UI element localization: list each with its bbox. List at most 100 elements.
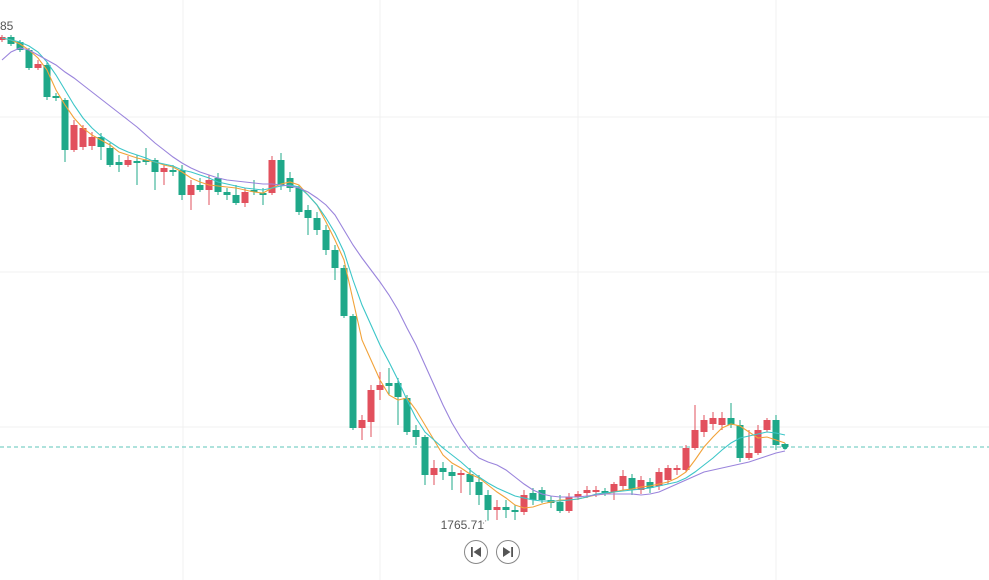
candle bbox=[709, 412, 717, 430]
plot: 1765.71 bbox=[0, 35, 989, 532]
candle bbox=[97, 133, 105, 160]
candle bbox=[25, 48, 33, 70]
candle-body bbox=[70, 125, 78, 150]
candle-body bbox=[160, 168, 168, 172]
candle bbox=[556, 495, 564, 513]
button-icon bbox=[511, 547, 513, 557]
candle-body bbox=[313, 218, 321, 230]
candle bbox=[457, 470, 465, 493]
candle bbox=[421, 435, 429, 485]
candle bbox=[358, 415, 366, 440]
candle bbox=[178, 165, 186, 200]
candle-body bbox=[700, 420, 708, 432]
prev-button[interactable] bbox=[464, 540, 488, 564]
candle-body bbox=[169, 170, 177, 172]
candle bbox=[160, 164, 168, 185]
candle-body bbox=[754, 430, 762, 453]
candle bbox=[106, 143, 114, 167]
candle-body bbox=[241, 192, 249, 203]
candle bbox=[340, 265, 348, 318]
candle bbox=[349, 314, 357, 430]
candle-body bbox=[592, 490, 600, 492]
candle-body bbox=[250, 190, 258, 192]
candle bbox=[439, 462, 447, 480]
candle-body bbox=[367, 390, 375, 422]
candle-body bbox=[448, 472, 456, 476]
candle bbox=[430, 460, 438, 485]
candle-body bbox=[520, 495, 528, 512]
candle bbox=[214, 173, 222, 195]
candle-body bbox=[358, 420, 366, 428]
candle-body bbox=[340, 268, 348, 316]
candle-body bbox=[538, 490, 546, 500]
candle-body bbox=[574, 494, 582, 497]
candle-body bbox=[727, 418, 735, 425]
candle bbox=[34, 60, 42, 70]
candle bbox=[610, 482, 618, 500]
next-button[interactable] bbox=[496, 540, 520, 564]
candle bbox=[565, 493, 573, 513]
candle-body bbox=[259, 193, 267, 195]
candle-body bbox=[142, 160, 150, 162]
candle-body bbox=[664, 468, 672, 480]
candle-body bbox=[295, 188, 303, 212]
candle-body bbox=[115, 162, 123, 165]
candle bbox=[223, 188, 231, 200]
candle bbox=[412, 425, 420, 445]
candle bbox=[718, 412, 726, 430]
candle bbox=[511, 505, 519, 520]
candle bbox=[394, 378, 402, 425]
candle bbox=[385, 368, 393, 395]
candle bbox=[142, 148, 150, 165]
candle-body bbox=[763, 420, 771, 430]
low-leader bbox=[481, 520, 487, 525]
candle bbox=[628, 474, 636, 495]
candle bbox=[745, 430, 753, 460]
candle-body bbox=[511, 510, 519, 512]
button-icon bbox=[471, 547, 473, 557]
candle-body bbox=[331, 250, 339, 268]
candle bbox=[79, 125, 87, 150]
candle-body bbox=[214, 178, 222, 192]
candle bbox=[691, 405, 699, 450]
candle bbox=[331, 245, 339, 280]
candle-body bbox=[709, 418, 717, 424]
candle-body bbox=[565, 497, 573, 511]
candle bbox=[664, 465, 672, 484]
candle-body bbox=[304, 210, 312, 218]
candle-body bbox=[601, 491, 609, 493]
candle-body bbox=[79, 128, 87, 147]
candle-body bbox=[178, 170, 186, 195]
candle-body bbox=[34, 64, 42, 68]
candle bbox=[682, 445, 690, 472]
candle-body bbox=[628, 478, 636, 490]
candle-body bbox=[16, 42, 24, 50]
candle bbox=[70, 120, 78, 152]
candle bbox=[133, 155, 141, 185]
candle-body bbox=[466, 474, 474, 482]
candle bbox=[763, 418, 771, 432]
candle-body bbox=[583, 490, 591, 493]
candle-body bbox=[682, 448, 690, 470]
button-icon bbox=[503, 547, 511, 557]
candle-body bbox=[394, 383, 402, 397]
moving-average-line bbox=[1, 47, 786, 498]
candle bbox=[295, 185, 303, 215]
candle-body bbox=[637, 480, 645, 490]
candle-body bbox=[349, 316, 357, 428]
candle bbox=[754, 425, 762, 455]
candle bbox=[196, 178, 204, 192]
candle bbox=[466, 468, 474, 495]
candle bbox=[61, 98, 69, 162]
candle-body bbox=[322, 230, 330, 250]
candle-body bbox=[493, 507, 501, 510]
candle bbox=[673, 465, 681, 475]
candle-body bbox=[745, 453, 753, 458]
candle bbox=[475, 475, 483, 505]
candle-body bbox=[457, 473, 465, 475]
candle-body bbox=[610, 484, 618, 492]
moving-average-line bbox=[1, 37, 786, 509]
candle bbox=[637, 476, 645, 494]
candle bbox=[367, 385, 375, 437]
